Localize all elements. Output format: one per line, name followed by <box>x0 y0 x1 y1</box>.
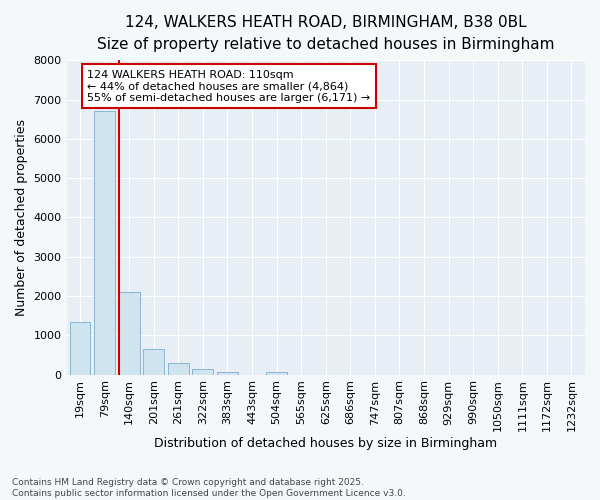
Bar <box>266 372 287 374</box>
Title: 124, WALKERS HEATH ROAD, BIRMINGHAM, B38 0BL
Size of property relative to detach: 124, WALKERS HEATH ROAD, BIRMINGHAM, B38… <box>97 15 554 52</box>
Bar <box>217 372 238 374</box>
Y-axis label: Number of detached properties: Number of detached properties <box>15 119 28 316</box>
Bar <box>94 112 115 374</box>
Text: 124 WALKERS HEATH ROAD: 110sqm
← 44% of detached houses are smaller (4,864)
55% : 124 WALKERS HEATH ROAD: 110sqm ← 44% of … <box>87 70 371 103</box>
Bar <box>70 322 91 374</box>
X-axis label: Distribution of detached houses by size in Birmingham: Distribution of detached houses by size … <box>154 437 497 450</box>
Bar <box>168 363 189 374</box>
Bar <box>193 368 214 374</box>
Text: Contains HM Land Registry data © Crown copyright and database right 2025.
Contai: Contains HM Land Registry data © Crown c… <box>12 478 406 498</box>
Bar <box>119 292 140 374</box>
Bar <box>143 349 164 374</box>
